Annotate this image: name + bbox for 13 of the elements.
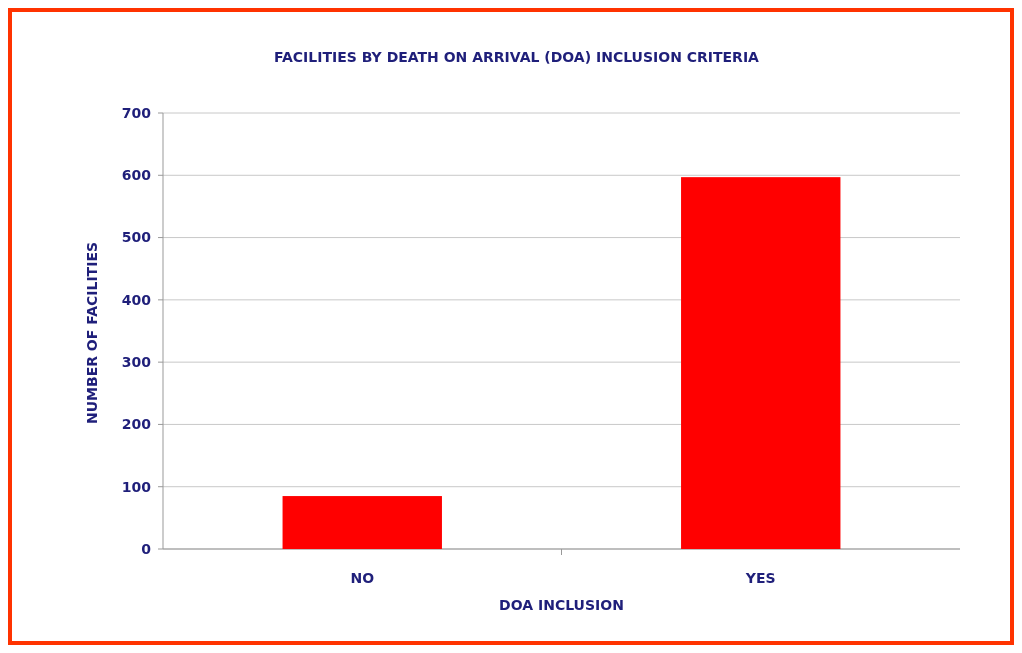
- y-tick-label: 0: [141, 540, 152, 557]
- y-tick-label: 700: [121, 104, 152, 121]
- x-axis-title: DOA INCLUSION: [499, 597, 624, 613]
- y-tick-label: 600: [121, 167, 152, 184]
- y-tick-label: 300: [121, 354, 152, 371]
- y-tick-label: 400: [121, 291, 152, 308]
- y-tick-label: 200: [121, 416, 152, 433]
- chart-title: FACILITIES BY DEATH ON ARRIVAL (DOA) INCLUSION CRITERIA: [274, 49, 760, 65]
- y-tick-label: 100: [121, 478, 152, 495]
- y-tick-label: 500: [121, 229, 152, 246]
- y-axis-title: NUMBER OF FACILITIES: [84, 241, 100, 425]
- x-tick-label: YES: [744, 570, 776, 586]
- x-tick-label: NO: [350, 570, 375, 586]
